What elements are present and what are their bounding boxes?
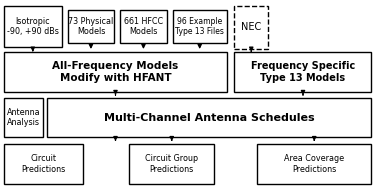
Text: All-Frequency Models
Modify with HFANT: All-Frequency Models Modify with HFANT [52, 61, 178, 83]
Text: 661 HFCC
Models: 661 HFCC Models [124, 17, 163, 36]
Text: Frequency Specific
Type 13 Models: Frequency Specific Type 13 Models [251, 61, 355, 83]
Text: Multi-Channel Antenna Schedules: Multi-Channel Antenna Schedules [104, 113, 314, 123]
FancyBboxPatch shape [129, 144, 214, 184]
Text: Circuit Group
Predictions: Circuit Group Predictions [145, 154, 198, 174]
Text: 96 Example
Type 13 Files: 96 Example Type 13 Files [175, 17, 224, 36]
FancyBboxPatch shape [4, 6, 62, 47]
FancyBboxPatch shape [4, 144, 82, 184]
Text: Antenna
Analysis: Antenna Analysis [7, 108, 40, 127]
FancyBboxPatch shape [172, 10, 227, 43]
FancyBboxPatch shape [257, 144, 371, 184]
Text: NEC: NEC [241, 22, 261, 32]
FancyBboxPatch shape [120, 10, 167, 43]
FancyBboxPatch shape [4, 98, 43, 137]
FancyBboxPatch shape [4, 52, 227, 92]
Text: 73 Physical
Models: 73 Physical Models [68, 17, 114, 36]
Text: Isotropic
-90, +90 dBs: Isotropic -90, +90 dBs [7, 17, 59, 36]
Text: Area Coverage
Predictions: Area Coverage Predictions [284, 154, 344, 174]
FancyBboxPatch shape [47, 98, 371, 137]
Text: Circuit
Predictions: Circuit Predictions [21, 154, 65, 174]
FancyBboxPatch shape [234, 6, 268, 49]
FancyBboxPatch shape [234, 52, 371, 92]
FancyBboxPatch shape [68, 10, 114, 43]
